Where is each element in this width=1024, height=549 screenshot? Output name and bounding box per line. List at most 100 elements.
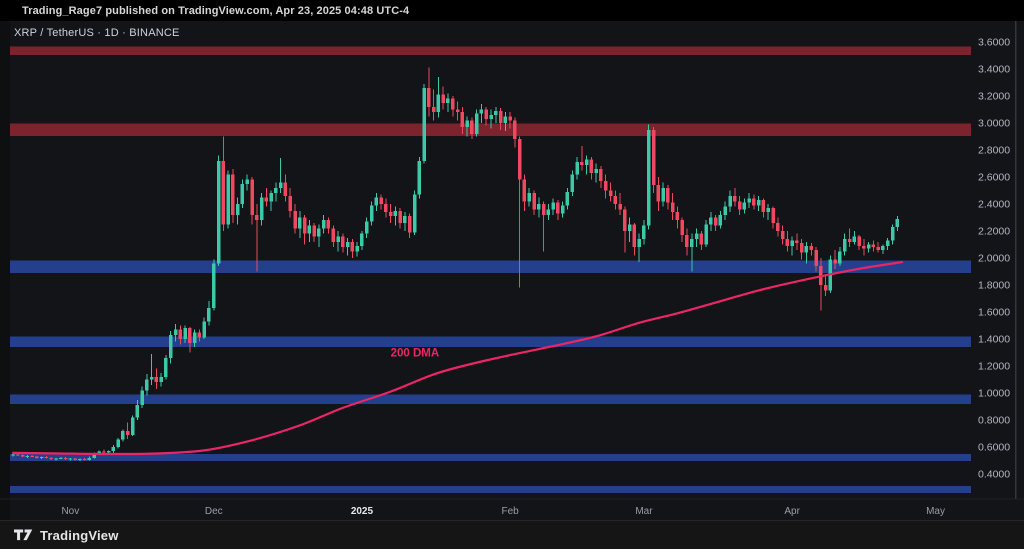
- candle: [685, 235, 689, 248]
- candle: [379, 197, 383, 204]
- time-axis[interactable]: Nov Dec 2025 Feb Mar Apr May: [61, 506, 945, 517]
- candle: [235, 204, 240, 215]
- price-axis-label: 2.8000: [978, 145, 1010, 157]
- candle: [742, 202, 747, 210]
- candle: [809, 245, 814, 250]
- candle: [632, 224, 637, 248]
- candle: [145, 379, 149, 391]
- candle: [599, 168, 603, 182]
- candle: [11, 454, 15, 456]
- candle: [532, 193, 536, 210]
- candle: [54, 458, 58, 460]
- candle: [245, 179, 249, 184]
- price-axis-label: 3.6000: [978, 37, 1010, 49]
- candle: [613, 195, 618, 204]
- candle: [871, 244, 876, 248]
- symbol-interval-exchange-label[interactable]: XRP / TetherUS · 1D · BINANCE: [14, 27, 180, 39]
- resistance-zone: [10, 123, 971, 136]
- candle: [130, 417, 135, 435]
- candle: [713, 217, 718, 226]
- candle: [756, 199, 761, 206]
- candle: [35, 456, 39, 458]
- chart-area[interactable]: XRP / TetherUS · 1D · BINANCE 200 DMA 3.6…: [0, 21, 1024, 520]
- candle: [455, 109, 460, 113]
- candle: [747, 198, 751, 203]
- candle: [59, 457, 63, 459]
- candle: [39, 457, 44, 459]
- candle: [168, 334, 173, 358]
- candle: [474, 113, 479, 134]
- candle: [881, 245, 885, 250]
- candle: [78, 459, 82, 461]
- candle: [221, 160, 226, 225]
- candle: [675, 212, 680, 221]
- candle: [298, 217, 302, 229]
- candle: [594, 168, 598, 173]
- candle: [364, 221, 369, 234]
- chart-legend[interactable]: XRP / TetherUS · 1D · BINANCE: [14, 27, 180, 39]
- candle: [102, 451, 106, 453]
- price-axis-label: 2.2000: [978, 226, 1010, 238]
- candle: [20, 455, 25, 457]
- left-gutter: [0, 21, 10, 520]
- candle: [651, 129, 656, 186]
- resistance-zone: [10, 46, 971, 55]
- price-chart[interactable]: 200 DMA 3.6000 3.4000 3.2000 3.0000 2.8000 2.6…: [0, 21, 1024, 520]
- candle: [728, 195, 732, 207]
- candle: [92, 453, 97, 458]
- time-axis-label: Mar: [635, 506, 653, 517]
- candle: [503, 116, 508, 123]
- candle: [398, 210, 402, 223]
- candle: [192, 332, 197, 344]
- candle: [580, 162, 584, 165]
- candle: [63, 457, 68, 460]
- candle: [384, 204, 388, 213]
- candle: [341, 236, 345, 248]
- candle: [125, 430, 130, 435]
- price-axis-label: 1.0000: [978, 388, 1010, 400]
- candle: [656, 185, 661, 202]
- candle: [97, 451, 101, 454]
- candle: [30, 455, 34, 457]
- support-resistance-zones: [10, 46, 971, 493]
- candle: [202, 321, 206, 338]
- candle: [369, 205, 374, 222]
- candle: [862, 245, 866, 249]
- candle: [857, 236, 861, 246]
- tradingview-mark-icon: [14, 529, 33, 541]
- price-axis-label: 1.2000: [978, 361, 1010, 373]
- price-axis-label: 1.4000: [978, 334, 1010, 346]
- candle: [264, 197, 269, 202]
- time-axis-label: Dec: [205, 506, 223, 517]
- candle: [513, 120, 517, 140]
- candle: [776, 222, 780, 231]
- support-zone: [10, 260, 971, 273]
- tradingview-logo[interactable]: TradingView: [14, 528, 119, 543]
- price-axis-label: 0.8000: [978, 415, 1010, 427]
- candle: [465, 120, 469, 128]
- price-axis-label: 3.4000: [978, 64, 1010, 76]
- support-zone: [10, 453, 971, 462]
- candle: [470, 120, 474, 134]
- candle: [752, 198, 756, 206]
- candle: [111, 447, 116, 452]
- price-axis-label: 2.6000: [978, 172, 1010, 184]
- candle: [307, 225, 312, 234]
- candle: [49, 457, 53, 460]
- candle: [255, 214, 259, 221]
- candle: [733, 195, 737, 202]
- candle: [336, 236, 340, 242]
- candle: [431, 106, 436, 113]
- publish-text: Trading_Rage7 published on TradingView.c…: [22, 4, 410, 17]
- price-axis[interactable]: 3.6000 3.4000 3.2000 3.0000 2.8000 2.6000 2.40…: [978, 37, 1010, 481]
- candle: [451, 98, 455, 110]
- candle: [637, 239, 641, 248]
- price-axis-label: 1.8000: [978, 280, 1010, 292]
- candle: [73, 458, 77, 460]
- candle: [556, 202, 560, 214]
- candle: [345, 241, 350, 248]
- candle: [522, 179, 527, 202]
- candle: [226, 174, 230, 225]
- candle: [575, 162, 579, 175]
- time-axis-label: May: [926, 506, 945, 517]
